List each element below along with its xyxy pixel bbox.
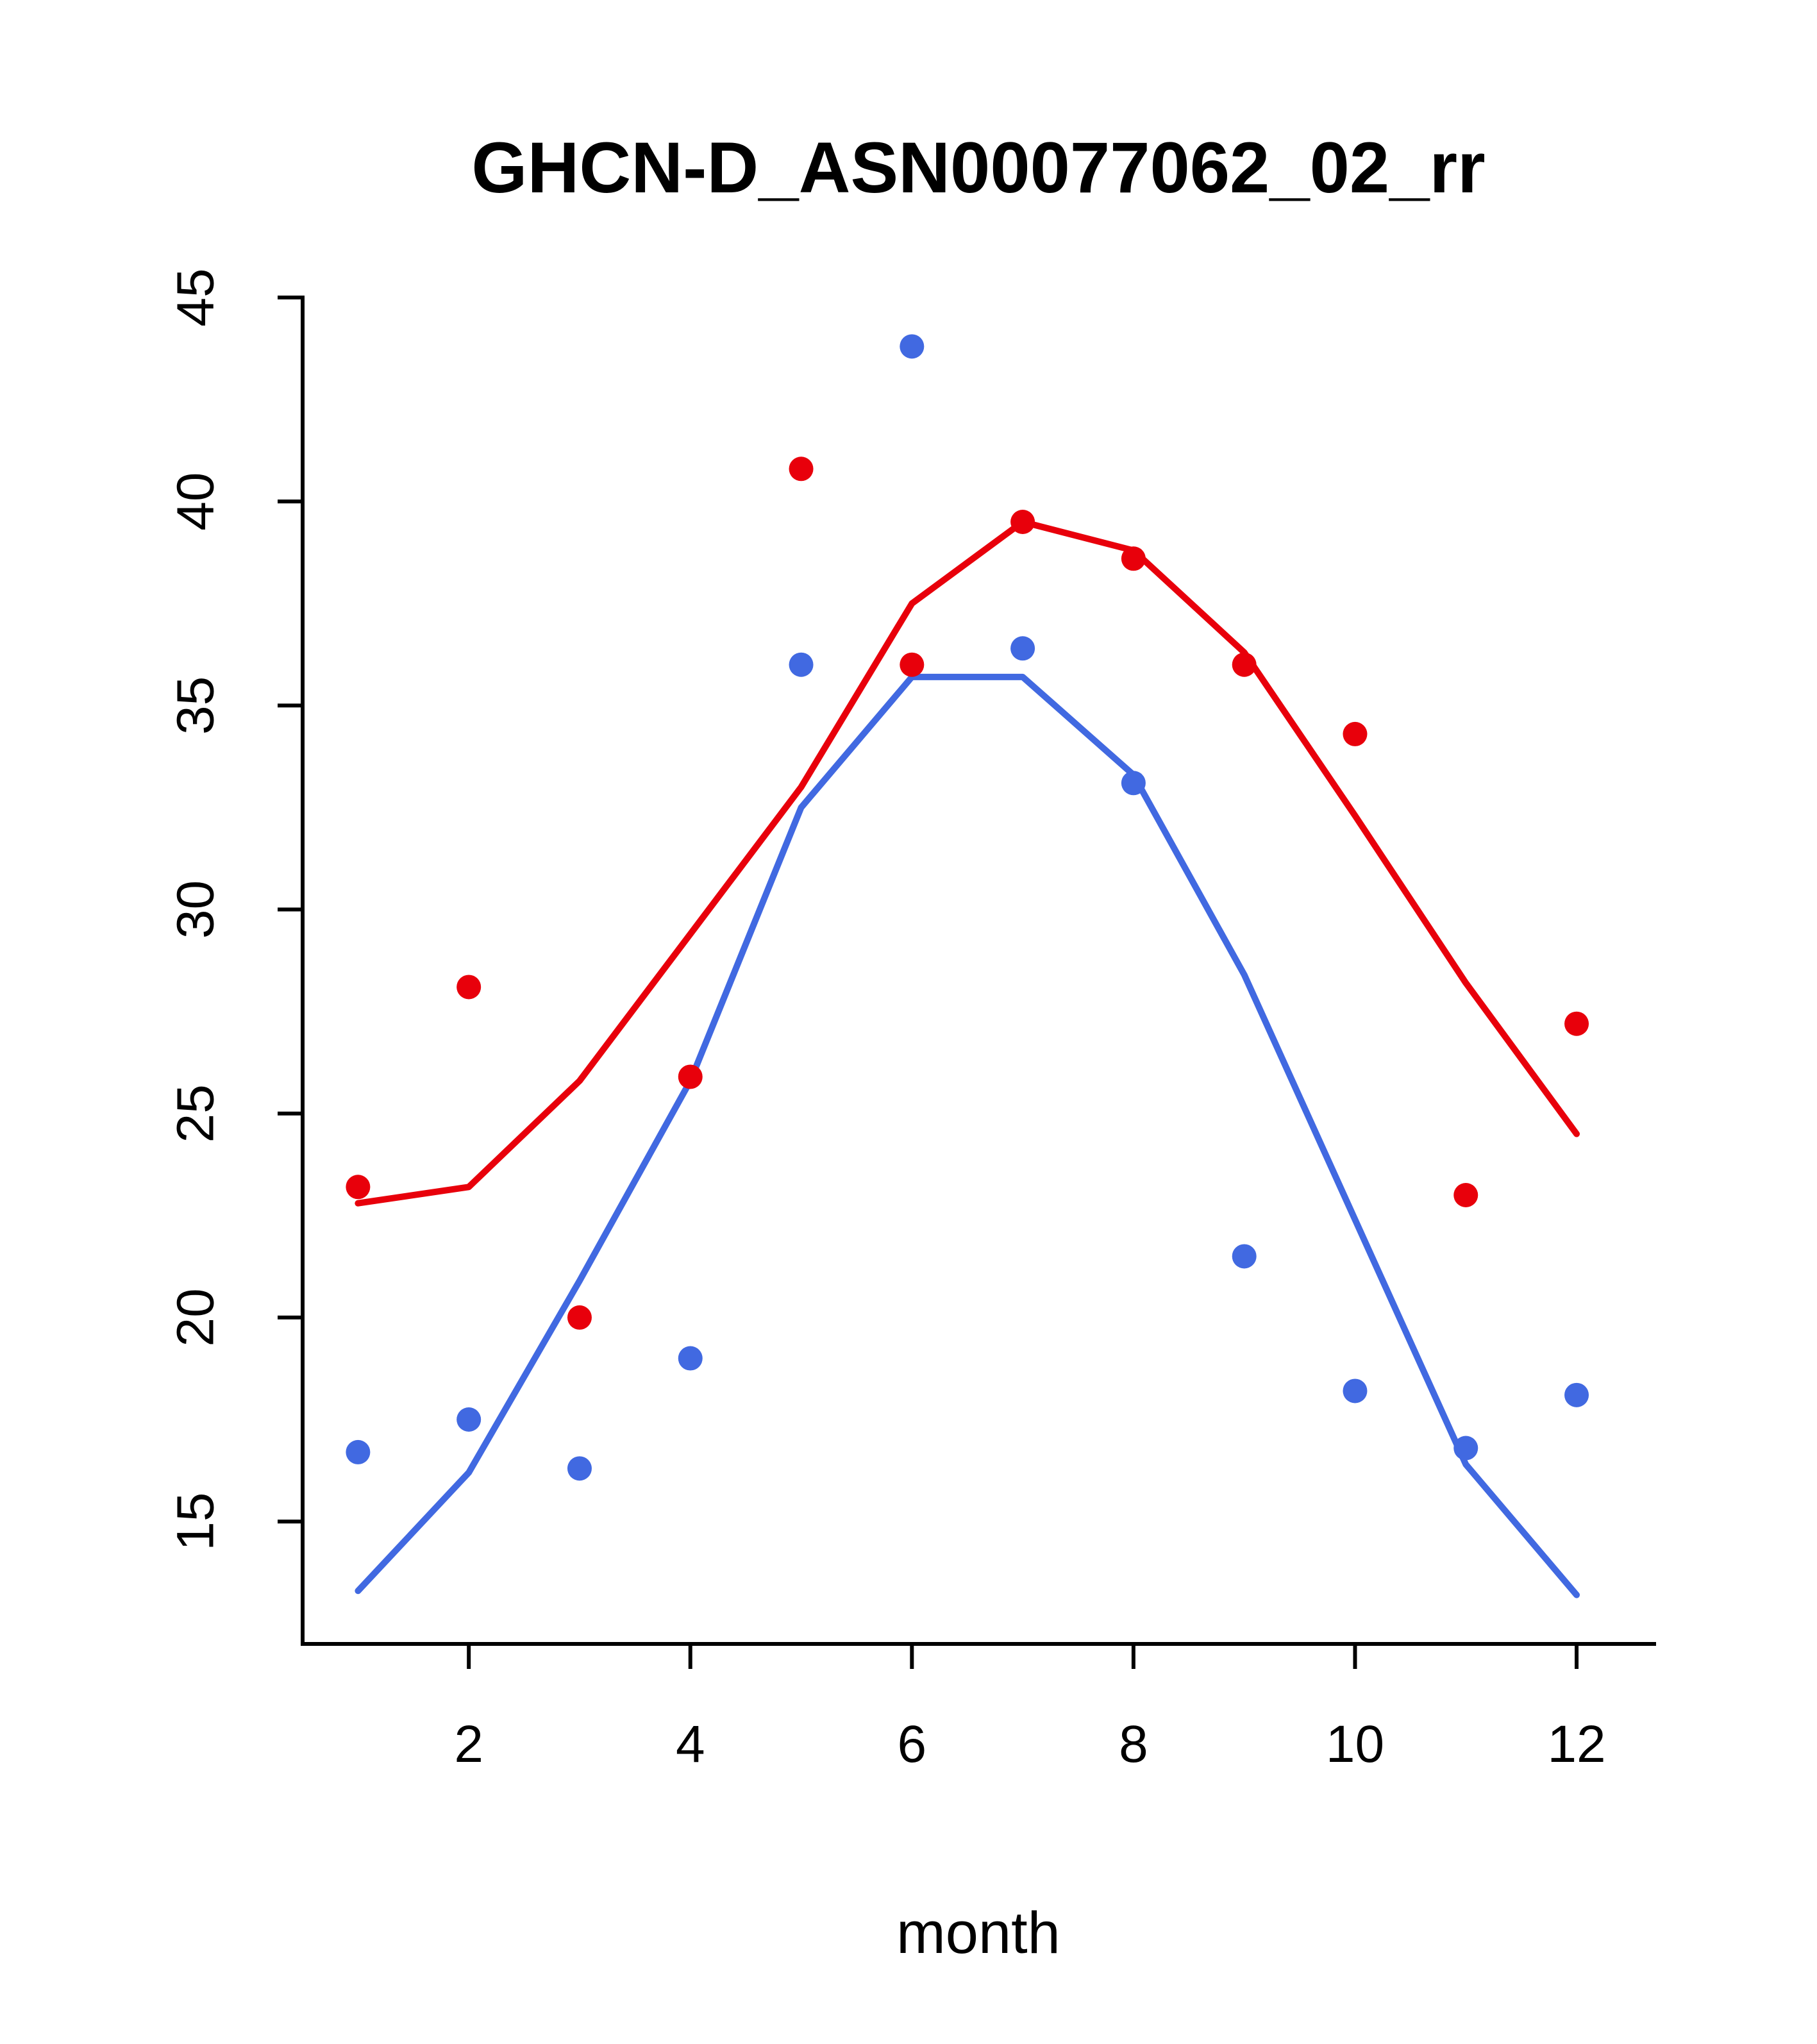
red-point [567, 1305, 592, 1330]
red-line [355, 519, 1580, 1207]
blue-point [1010, 636, 1035, 661]
blue-point [567, 1456, 592, 1481]
x-axis: 2 4 6 8 10 12 [301, 1642, 1656, 1773]
red-point [1232, 652, 1257, 677]
x-tick-label: 10 [1326, 1715, 1384, 1773]
chart-title: GHCN-D_ASN00077062_02_rr [471, 128, 1485, 208]
x-tick-label: 6 [898, 1715, 927, 1773]
red-point [346, 1175, 371, 1200]
red-point [1453, 1183, 1478, 1207]
y-tick-label: 40 [167, 473, 225, 531]
blue-point [1564, 1382, 1589, 1407]
x-axis-label: month [896, 1900, 1060, 1966]
y-tick-label: 20 [167, 1288, 225, 1346]
red-point [789, 457, 814, 482]
blue-point [1453, 1436, 1478, 1461]
y-tick-label: 45 [167, 268, 225, 326]
red-point [1343, 721, 1368, 746]
y-tick-label: 25 [167, 1084, 225, 1143]
y-axis: 15 20 25 30 35 40 45 [167, 268, 305, 1646]
red-point [1564, 1011, 1589, 1036]
series-lines [355, 519, 1580, 1598]
red-point [1010, 510, 1035, 534]
blue-point [1121, 771, 1146, 796]
red-point [456, 975, 481, 1000]
blue-point [678, 1346, 703, 1371]
x-tick-label: 8 [1119, 1715, 1148, 1773]
x-tick-label: 4 [676, 1715, 705, 1773]
blue-point [1232, 1244, 1257, 1269]
blue-point [1343, 1378, 1368, 1403]
y-tick-label: 30 [167, 880, 225, 939]
blue-line [355, 673, 1580, 1598]
y-tick-label: 15 [167, 1492, 225, 1550]
blue-point [346, 1439, 371, 1464]
x-tick-label: 2 [454, 1715, 483, 1773]
red-point [900, 652, 925, 677]
blue-point [900, 334, 925, 359]
blue-point [789, 652, 814, 677]
series-points [346, 334, 1589, 1481]
blue-point [456, 1407, 481, 1432]
y-tick-label: 35 [167, 676, 225, 735]
red-point [1121, 546, 1146, 571]
red-point [678, 1064, 703, 1089]
x-tick-label: 12 [1547, 1715, 1605, 1773]
